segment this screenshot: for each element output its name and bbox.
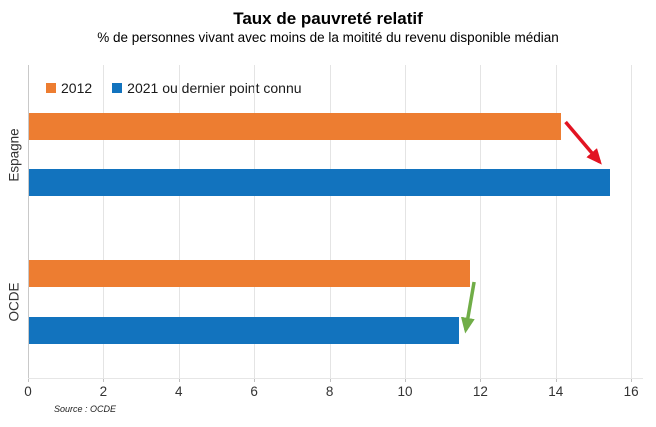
- gridline: [178, 65, 180, 378]
- x-axis-label: 8: [325, 384, 334, 399]
- x-axis-tick: [631, 378, 633, 382]
- decrease-arrow-ocde: [460, 281, 476, 334]
- gridline: [254, 65, 256, 378]
- x-axis-label: 12: [472, 384, 488, 399]
- gridline: [329, 65, 331, 378]
- x-axis-label: 14: [548, 384, 564, 399]
- category-label-espagne: Espagne: [6, 127, 22, 182]
- x-axis-tick: [178, 378, 180, 382]
- bar-ocde-2012: [29, 260, 471, 287]
- chart-subtitle: % de personnes vivant avec moins de la m…: [97, 30, 559, 45]
- x-axis-tick: [555, 378, 557, 382]
- bar-ocde-2021: [29, 317, 459, 344]
- chart-title: Taux de pauvreté relatif: [233, 9, 423, 28]
- x-axis-tick: [103, 378, 105, 382]
- x-axis-label: 4: [175, 384, 183, 399]
- gridline: [631, 65, 633, 378]
- x-axis-label: 6: [250, 384, 258, 399]
- x-axis-tick: [28, 378, 29, 382]
- category-label-ocde: OCDE: [6, 282, 22, 322]
- bar-espagne-2012: [29, 113, 561, 140]
- gridline: [103, 65, 105, 378]
- x-axis-tick: [405, 378, 406, 382]
- x-axis-tick: [254, 378, 256, 382]
- legend-label: 2021 ou dernier point connu: [127, 80, 302, 96]
- x-axis-tick: [329, 378, 331, 382]
- x-axis-label: 2: [99, 384, 108, 399]
- source-note: Source : OCDE: [54, 404, 117, 414]
- legend-item-2012: 2012: [46, 80, 92, 96]
- legend-marker: [112, 83, 123, 93]
- x-axis-label: 16: [623, 384, 639, 399]
- x-axis-line: [28, 378, 644, 379]
- legend-label: 2012: [61, 80, 93, 96]
- increase-arrow-espagne: [564, 120, 602, 165]
- x-axis-label: 10: [397, 384, 413, 399]
- x-axis-label: 0: [24, 384, 32, 399]
- bar-espagne-2021: [29, 169, 610, 196]
- legend-marker: [46, 83, 56, 93]
- gridline: [555, 65, 557, 378]
- y-axis-line: [28, 65, 29, 378]
- gridline: [405, 65, 406, 378]
- legend-item-2021: 2021 ou dernier point connu: [112, 80, 302, 96]
- gridline: [480, 65, 482, 378]
- x-axis-tick: [480, 378, 482, 382]
- legend: 2012 2021 ou dernier point connu: [46, 80, 302, 96]
